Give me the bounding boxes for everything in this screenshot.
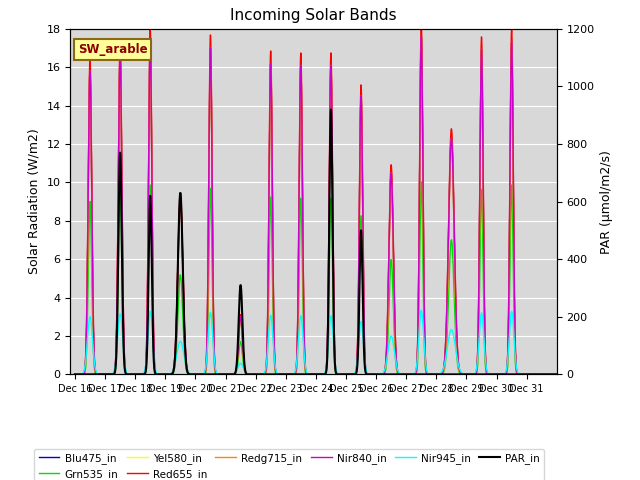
Red655_in: [377, 372, 385, 377]
Nir945_in: [377, 372, 385, 377]
Blu475_in: [454, 359, 462, 364]
Blu475_in: [428, 372, 436, 377]
Nir945_in: [356, 323, 364, 329]
Redg715_in: [95, 372, 103, 377]
Nir840_in: [417, 34, 425, 39]
Redg715_in: [71, 372, 79, 377]
Legend: Blu475_in, Grn535_in, Yel580_in, Red655_in, Redg715_in, Nir840_in, Nir945_in, PA: Blu475_in, Grn535_in, Yel580_in, Red655_…: [35, 449, 544, 480]
Grn535_in: [71, 372, 79, 377]
Grn535_in: [95, 372, 103, 377]
Blu475_in: [377, 372, 385, 377]
Grn535_in: [553, 372, 561, 377]
PAR_in: [95, 372, 103, 377]
Yel580_in: [71, 372, 79, 377]
Red655_in: [417, 20, 425, 26]
Line: Red655_in: Red655_in: [75, 23, 557, 374]
Red655_in: [95, 372, 103, 377]
Redg715_in: [246, 372, 253, 377]
Title: Incoming Solar Bands: Incoming Solar Bands: [230, 9, 397, 24]
Text: SW_arable: SW_arable: [77, 43, 147, 56]
PAR_in: [378, 372, 385, 377]
Redg715_in: [377, 372, 385, 377]
Nir945_in: [417, 307, 425, 313]
Nir945_in: [428, 372, 436, 377]
Nir945_in: [553, 372, 561, 377]
Redg715_in: [417, 34, 425, 39]
Nir840_in: [356, 139, 364, 144]
Grn535_in: [377, 372, 385, 377]
Line: Blu475_in: Blu475_in: [75, 36, 557, 374]
Blu475_in: [71, 372, 79, 377]
Blu475_in: [246, 372, 253, 377]
Y-axis label: PAR (μmol/m2/s): PAR (μmol/m2/s): [600, 150, 613, 253]
PAR_in: [71, 372, 79, 377]
Red655_in: [71, 372, 79, 377]
Line: PAR_in: PAR_in: [75, 109, 557, 374]
Redg715_in: [553, 372, 561, 377]
PAR_in: [327, 107, 335, 112]
Yel580_in: [454, 359, 462, 364]
Yel580_in: [417, 34, 425, 39]
Line: Grn535_in: Grn535_in: [75, 182, 557, 374]
PAR_in: [418, 372, 426, 377]
Yel580_in: [553, 372, 561, 377]
Red655_in: [553, 372, 561, 377]
Yel580_in: [246, 372, 253, 377]
Yel580_in: [356, 143, 364, 149]
Red655_in: [428, 372, 436, 377]
Red655_in: [356, 129, 364, 135]
Redg715_in: [454, 359, 462, 364]
Blu475_in: [356, 143, 364, 149]
PAR_in: [246, 372, 253, 377]
Blu475_in: [95, 372, 103, 377]
Yel580_in: [377, 372, 385, 377]
Line: Yel580_in: Yel580_in: [75, 36, 557, 374]
Yel580_in: [95, 372, 103, 377]
Nir840_in: [246, 372, 253, 377]
PAR_in: [454, 372, 462, 377]
Nir945_in: [95, 372, 103, 377]
PAR_in: [428, 372, 436, 377]
Redg715_in: [356, 143, 364, 149]
Grn535_in: [428, 372, 436, 377]
Grn535_in: [417, 179, 425, 185]
Grn535_in: [454, 364, 462, 370]
Nir840_in: [95, 372, 103, 377]
PAR_in: [553, 372, 561, 377]
Nir840_in: [377, 372, 385, 377]
Grn535_in: [356, 241, 364, 247]
Line: Nir945_in: Nir945_in: [75, 310, 557, 374]
Red655_in: [246, 372, 253, 377]
Blu475_in: [417, 34, 425, 39]
PAR_in: [356, 251, 364, 256]
Nir840_in: [553, 372, 561, 377]
Nir840_in: [454, 354, 462, 360]
Nir945_in: [454, 360, 462, 365]
Grn535_in: [246, 372, 253, 377]
Redg715_in: [428, 372, 436, 377]
Nir840_in: [71, 372, 79, 377]
Nir945_in: [71, 372, 79, 377]
Red655_in: [454, 354, 462, 360]
Line: Nir840_in: Nir840_in: [75, 36, 557, 374]
Blu475_in: [553, 372, 561, 377]
Nir945_in: [246, 372, 253, 377]
Yel580_in: [428, 372, 436, 377]
Line: Redg715_in: Redg715_in: [75, 36, 557, 374]
Nir840_in: [428, 372, 436, 377]
Y-axis label: Solar Radiation (W/m2): Solar Radiation (W/m2): [28, 129, 41, 275]
